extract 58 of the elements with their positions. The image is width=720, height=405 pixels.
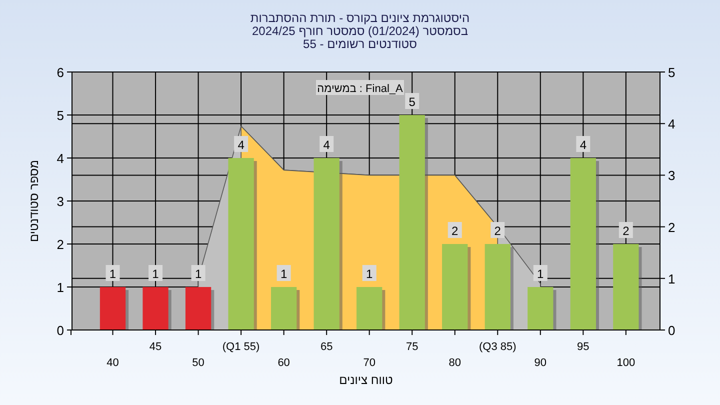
data-label: 1 [362, 265, 376, 281]
y2-tick-label: 5 [668, 65, 676, 80]
data-label: 1 [537, 267, 544, 281]
data-label: 2 [452, 224, 459, 238]
data-label: 4 [320, 136, 334, 152]
x-tick-label: 75 [406, 341, 418, 353]
data-label: 1 [152, 267, 160, 281]
y-axis-title: מספר סטודנטים [27, 160, 41, 242]
x-tick-label: 65 [320, 341, 333, 353]
y-tick-label: 4 [56, 151, 64, 166]
x-tick-label: 45 [149, 341, 162, 353]
chart-title: היסטוגרמת ציונים בקורס - תורת ההסתברות [250, 11, 470, 25]
data-label: 4 [323, 138, 330, 152]
data-label: 4 [580, 138, 587, 152]
data-label: 2 [490, 222, 505, 238]
text: סטודנטים רשומים - 55 [303, 37, 418, 51]
x-tick-label: 80 [448, 357, 461, 369]
data-label: 2 [622, 224, 630, 238]
x-tick-label: 70 [363, 357, 376, 369]
data-label: 2 [618, 222, 633, 238]
data-label: 1 [106, 265, 120, 281]
x-axis-title: טווח ציונים [339, 373, 394, 387]
data-label: 5 [405, 93, 420, 109]
x-tick-label: (Q3 85) [478, 341, 516, 353]
y-tick-label: 6 [56, 65, 64, 80]
data-label: 1 [366, 267, 373, 281]
data-label: 4 [576, 136, 590, 152]
x-tick-label: 95 [577, 341, 590, 353]
data-label: 1 [194, 267, 202, 281]
y2-tick-label: 2 [668, 220, 676, 235]
data-label: 1 [191, 265, 206, 281]
data-label: 1 [148, 265, 163, 281]
y-tick-label: 3 [56, 194, 64, 209]
data-label: 4 [234, 136, 248, 152]
x-tick-label: 50 [192, 357, 204, 369]
data-label: 1 [109, 267, 116, 281]
y2-tick-label: 3 [668, 168, 676, 184]
chart-subtitle: בסמסטר (01/2024) סמסטר חורף 2024/25 [252, 24, 468, 38]
data-label: 1 [280, 267, 288, 281]
y-tick-label: 0 [56, 323, 64, 338]
y-tick-label: 5 [56, 108, 64, 123]
data-label: 4 [238, 138, 245, 152]
x-tick-label: 40 [106, 357, 119, 369]
data-label: 5 [408, 95, 416, 109]
y2-tick-label: 0 [668, 323, 676, 338]
x-tick-label: 60 [278, 357, 290, 369]
y-tick-label: 2 [56, 237, 64, 252]
data-label: 1 [533, 265, 548, 281]
data-label: 2 [448, 222, 462, 238]
x-tick-label: 100 [616, 357, 636, 369]
y2-tick-label: 1 [668, 271, 676, 286]
x-tick-label: 90 [534, 357, 547, 369]
x-tick-label: (Q1 55) [222, 341, 260, 353]
y2-tick-label: 4 [668, 116, 676, 132]
data-label: 1 [276, 265, 291, 281]
y-tick-label: 1 [56, 280, 64, 295]
annotation: במשימה : Final_A [317, 83, 404, 95]
data-label: 2 [494, 224, 502, 238]
